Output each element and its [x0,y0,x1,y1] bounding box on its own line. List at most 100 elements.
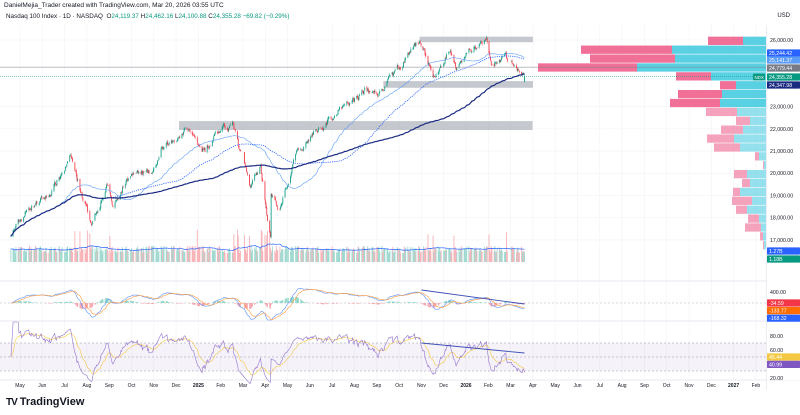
candle-body [459,62,461,65]
macd-histogram-bar [282,299,284,303]
volume-bar [60,250,62,262]
price-axis-tick: 26,000.00 [770,38,793,44]
macd-histogram-bar [166,301,168,303]
candle-body [75,170,77,176]
macd-histogram-bar [70,301,72,303]
volume-bar [435,248,437,262]
volume-bar [454,250,456,262]
candle-body [392,72,394,76]
macd-histogram-bar [198,303,200,307]
volume-bar [260,229,262,262]
volume-bar [384,248,386,262]
candle-body [480,41,482,44]
candle-body [161,146,163,149]
time-axis-tick: 2025 [193,383,204,389]
macd-histogram-bar [331,303,333,304]
volume-bar [400,252,402,262]
candle-body [58,177,60,181]
volume-bar [376,246,378,262]
volume-profile-down [676,72,711,81]
currency-label[interactable]: USD [777,13,790,19]
macd-histogram-bar [445,300,447,303]
macd-histogram-bar [322,303,324,305]
macd-histogram-bar [50,303,52,304]
macd-histogram-bar [162,300,163,303]
volume-bar [223,251,225,262]
candle-body [168,142,170,146]
candle-body [203,148,205,150]
macd-histogram-bar [192,303,194,305]
candle-body [189,130,191,132]
candle-body [276,205,278,207]
candle-body [342,106,343,109]
candle-body [239,149,241,151]
macd-histogram-bar [28,301,30,303]
candle-body [211,140,213,147]
volume-bar [136,246,138,262]
macd-histogram-bar [124,301,126,303]
volume-bar [409,251,411,262]
candle-body [341,107,343,109]
volume-profile-up [743,125,766,134]
time-axis-tick: Feb [484,383,493,389]
candle-body [372,90,374,93]
time-axis-tick: Aug [618,383,627,389]
volume-bar [214,249,216,262]
volume-bar [459,252,461,262]
candle-body [264,181,266,200]
candle-body [486,37,487,40]
candle-body [40,196,42,198]
volume-bar [337,249,339,262]
macd-histogram-bar [317,303,319,304]
volume-bar [35,247,37,262]
macd-histogram-bar [260,300,261,303]
volume-bar [44,251,45,262]
macd-histogram-bar [523,303,525,304]
volume-bar [300,250,302,262]
candle-body [171,140,173,142]
volume-bar [129,250,131,262]
macd-histogram-bar [506,302,507,303]
volume-bar [74,231,76,262]
macd-histogram-bar [469,301,471,303]
macd-histogram-bar [29,301,31,303]
volume-bar [316,249,317,262]
macd-histogram-bar [471,301,473,303]
candle-body [238,145,240,149]
candle-body [517,69,519,72]
symbol-name[interactable]: Nasdaq 100 Index · 1D · NASDAQ [6,13,103,20]
volume-bar [424,251,426,262]
low-label: L [174,13,179,20]
candle-body [34,205,36,207]
volume-bar [347,247,349,262]
volume-profile-up [752,196,766,205]
macd-histogram-bar [249,303,250,309]
candle-body [106,184,108,188]
volume-profile-up [764,161,766,170]
volume-bar [214,250,215,262]
candle-body [232,122,234,123]
volume-bar [388,252,389,262]
candle-body [455,66,457,70]
volume-bar [490,246,492,262]
candle-body [359,94,361,96]
candle-body [394,69,396,71]
candle-body [99,207,101,211]
volume-bar [15,247,17,262]
macd-histogram-bar [266,303,268,307]
macd-histogram-bar [470,301,472,303]
macd-histogram-bar [351,303,353,304]
macd-histogram-bar [459,303,461,304]
macd-histogram-bar [287,298,288,303]
candle-body [491,64,493,65]
macd-histogram-bar [198,303,199,307]
volume-bar [422,250,424,262]
candle-body [191,131,193,135]
candle-body [489,52,491,57]
macd-histogram-bar [279,301,281,303]
candle-body [14,227,16,229]
volume-bar [163,245,165,262]
volume-bar [25,251,27,262]
volume-bar [75,247,77,262]
